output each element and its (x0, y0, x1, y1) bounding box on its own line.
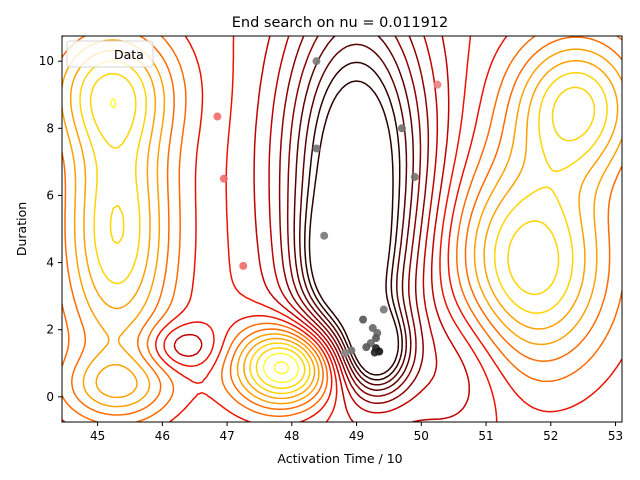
contour-level-3 (79, 60, 608, 395)
contour-level-9 (163, 36, 498, 422)
y-axis: 0 2 4 6 8 10 (39, 54, 62, 404)
data-point-13 (371, 334, 380, 343)
contour-level-10 (173, 36, 471, 422)
contour-level-7 (62, 36, 622, 422)
contour-level-13 (286, 36, 422, 397)
contour-level-8 (62, 36, 622, 422)
x-tick-label-4: 49 (349, 429, 364, 443)
contour-level-2 (89, 72, 596, 390)
data-point-7 (239, 261, 248, 270)
x-tick-label-3: 48 (284, 429, 299, 443)
contour-level-12 (278, 36, 430, 405)
contour-level-11 (268, 36, 439, 414)
x-tick-label-2: 47 (219, 429, 234, 443)
y-tick-label-1: 2 (46, 323, 54, 337)
contour-level-5 (62, 39, 622, 408)
y-tick-label-2: 4 (46, 256, 54, 270)
x-axis: 45 46 47 48 49 50 51 52 53 (90, 422, 623, 443)
contour-level-6 (62, 36, 622, 416)
scatter-points (213, 57, 442, 358)
contour-level-17 (308, 80, 400, 376)
y-axis-label: Duration (14, 202, 29, 256)
data-point-0 (312, 57, 321, 66)
data-point-3 (397, 124, 406, 133)
x-tick-label-8: 53 (608, 429, 623, 443)
data-point-9 (379, 305, 388, 314)
y-tick-label-4: 8 (46, 121, 54, 135)
x-tick-label-5: 50 (414, 429, 429, 443)
y-tick-label-3: 6 (46, 188, 54, 202)
data-point-5 (213, 112, 222, 121)
contour-level-15 (299, 43, 408, 386)
data-point-20 (340, 349, 349, 358)
x-tick-label-1: 46 (155, 429, 170, 443)
data-point-8 (433, 80, 442, 89)
x-tick-label-6: 51 (478, 429, 493, 443)
contour-lines (62, 36, 622, 422)
data-point-6 (219, 174, 228, 183)
data-point-18 (370, 348, 379, 357)
legend-label: Data (114, 47, 144, 62)
data-point-2 (320, 231, 329, 240)
data-point-4 (410, 172, 419, 181)
contour-level-14 (293, 36, 415, 391)
data-point-10 (359, 315, 368, 324)
plot-frame (61, 35, 623, 423)
data-point-1 (312, 144, 321, 153)
data-point-19 (347, 346, 356, 355)
legend-box (66, 40, 154, 68)
y-tick-label-5: 10 (39, 54, 54, 68)
legend: Data (66, 40, 154, 68)
x-axis-label: Activation Time / 10 (277, 451, 402, 466)
contour-level-1 (110, 98, 300, 384)
x-tick-label-7: 52 (543, 429, 558, 443)
chart-title: End search on nu = 0.011912 (232, 15, 449, 31)
x-tick-label-0: 45 (90, 429, 105, 443)
contour-level-0 (273, 360, 290, 375)
data-point-15 (362, 343, 371, 352)
y-tick-label-0: 0 (46, 390, 54, 404)
contour-level-4 (69, 49, 619, 400)
